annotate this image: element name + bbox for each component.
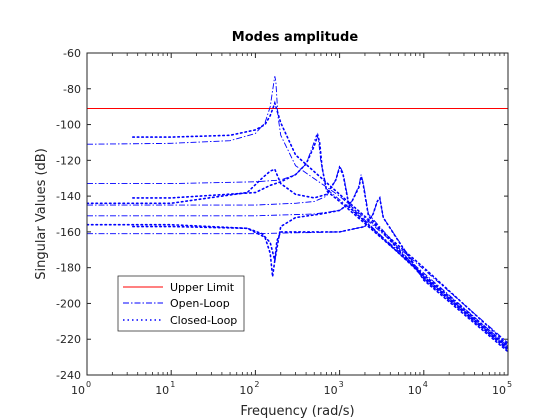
series-line [87, 165, 508, 349]
y-tick-label: -100 [56, 119, 81, 132]
x-tick-label-base: 10 [239, 384, 253, 397]
legend-label-closed-loop: Closed-Loop [170, 314, 237, 327]
legend-label-open-loop: Open-Loop [170, 297, 230, 310]
series-line [87, 176, 508, 351]
y-tick-label: -140 [56, 190, 81, 203]
x-axis-label: Frequency (rad/s) [240, 404, 354, 419]
y-tick-label: -160 [56, 226, 81, 239]
y-tick-label: -60 [63, 47, 81, 60]
plot-area: -240-220-200-180-160-140-120-100-80-6010… [56, 47, 512, 397]
series-line [87, 76, 508, 344]
legend-label-upper-limit: Upper Limit [170, 281, 235, 294]
y-tick-label: -120 [56, 154, 81, 167]
x-tick-label-exponent: 4 [423, 380, 428, 389]
y-tick-label: -180 [56, 262, 81, 275]
x-tick-label: 10 0 [71, 380, 91, 397]
ticks-layer: -240-220-200-180-160-140-120-100-80-6010… [56, 47, 512, 397]
y-tick-label: -240 [56, 369, 81, 382]
legend: Upper Limit Open-Loop Closed-Loop [117, 275, 245, 332]
x-tick-label: 10 3 [324, 380, 344, 397]
y-tick-label: -80 [63, 83, 81, 96]
x-tick-label-base: 10 [155, 384, 169, 397]
x-tick-label-base: 10 [71, 384, 85, 397]
series-line [87, 134, 508, 347]
y-axis-label: Singular Values (dB) [34, 148, 49, 280]
series-line [132, 132, 508, 348]
y-tick-label: -220 [56, 333, 81, 346]
series-line [87, 174, 508, 349]
x-tick-label-base: 10 [408, 384, 422, 397]
x-tick-label-exponent: 0 [86, 380, 91, 389]
y-tick-label: -200 [56, 297, 81, 310]
x-tick-label: 10 1 [155, 380, 175, 397]
x-tick-label-base: 10 [492, 384, 506, 397]
series-line [132, 195, 508, 353]
x-tick-label-exponent: 3 [339, 380, 344, 389]
x-tick-label-exponent: 5 [507, 380, 512, 389]
x-tick-label-exponent: 2 [254, 380, 259, 389]
series-line [132, 100, 508, 346]
x-tick-label-exponent: 1 [170, 380, 175, 389]
x-tick-label: 10 2 [239, 380, 259, 397]
x-tick-label-base: 10 [324, 384, 338, 397]
series-closed-loop [87, 100, 508, 353]
x-tick-label: 10 5 [492, 380, 512, 397]
chart-title: Modes amplitude [232, 30, 359, 45]
x-tick-label: 10 4 [408, 380, 428, 397]
series-layer [87, 76, 508, 353]
axes-box [86, 52, 509, 376]
